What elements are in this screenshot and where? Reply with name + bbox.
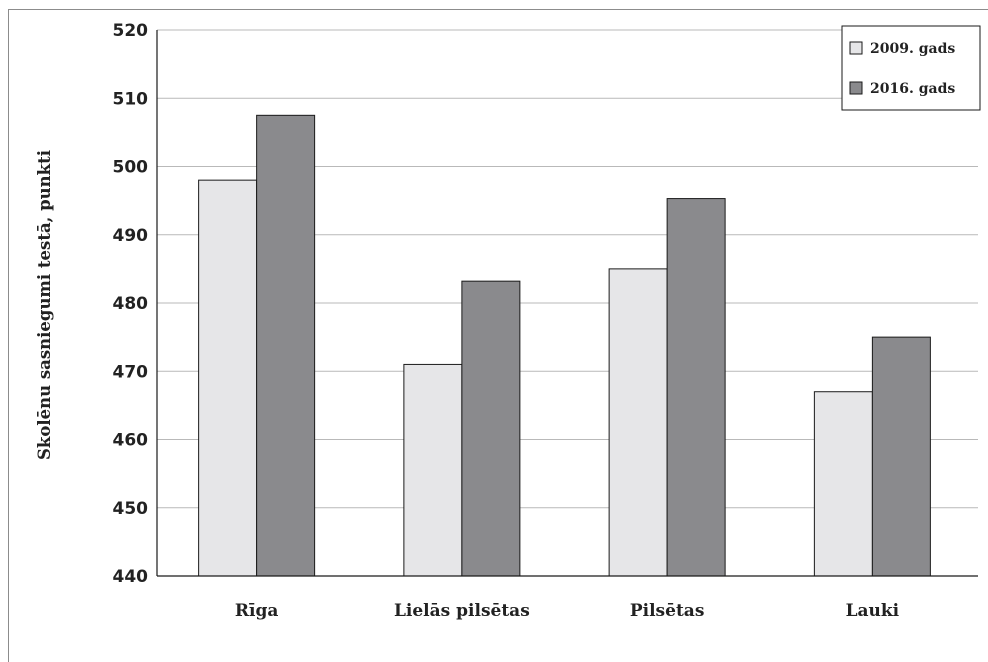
y-tick-label: 500 <box>113 158 149 178</box>
chart-frame <box>8 9 988 662</box>
bar <box>871 336 931 577</box>
legend-swatch <box>849 41 863 55</box>
gridlines <box>157 29 978 509</box>
y-tick-label: 450 <box>113 499 149 519</box>
bar <box>461 280 521 577</box>
x-category-labels: Rīga Lielās pilsētas Pilsētas Lauki <box>235 601 900 621</box>
legend-label: 2009. gads <box>870 41 955 57</box>
x-category-label: Rīga <box>235 601 279 621</box>
legend: 2009. gads 2016. gads <box>841 25 981 111</box>
y-tick-label: 480 <box>113 294 149 314</box>
y-tick-label: 470 <box>113 362 149 382</box>
axes <box>156 30 978 577</box>
y-tick-label: 520 <box>113 21 149 41</box>
bar <box>608 268 668 577</box>
bars <box>198 114 931 577</box>
legend-label: 2016. gads <box>870 81 955 97</box>
x-category-label: Pilsētas <box>630 601 705 621</box>
legend-swatch <box>849 81 863 95</box>
y-tick-label: 460 <box>113 431 149 451</box>
bar <box>666 198 726 577</box>
x-category-label: Lauki <box>846 601 900 621</box>
bar <box>813 391 873 577</box>
y-tick-label: 510 <box>113 89 149 109</box>
y-tick-label: 490 <box>113 226 149 246</box>
legend-box <box>841 25 981 111</box>
y-axis-title: Skolēnu sasniegumi testā, punkti <box>35 150 54 460</box>
bar <box>403 363 463 577</box>
bar <box>198 179 258 577</box>
bar <box>256 114 316 577</box>
y-tick-label: 440 <box>113 567 149 587</box>
y-tick-labels: 440 450 460 470 480 490 500 510 520 <box>113 21 149 587</box>
x-category-label: Lielās pilsētas <box>394 601 530 621</box>
